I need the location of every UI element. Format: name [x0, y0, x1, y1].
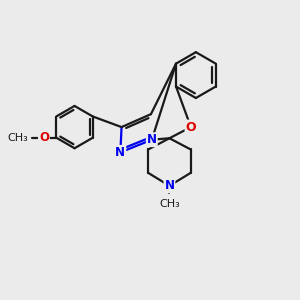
- Text: O: O: [39, 131, 49, 144]
- Text: CH₃: CH₃: [7, 133, 28, 143]
- Text: N: N: [164, 179, 174, 192]
- Text: CH₃: CH₃: [159, 199, 180, 209]
- Text: N: N: [147, 133, 157, 146]
- Text: O: O: [186, 121, 196, 134]
- Text: N: N: [116, 146, 125, 159]
